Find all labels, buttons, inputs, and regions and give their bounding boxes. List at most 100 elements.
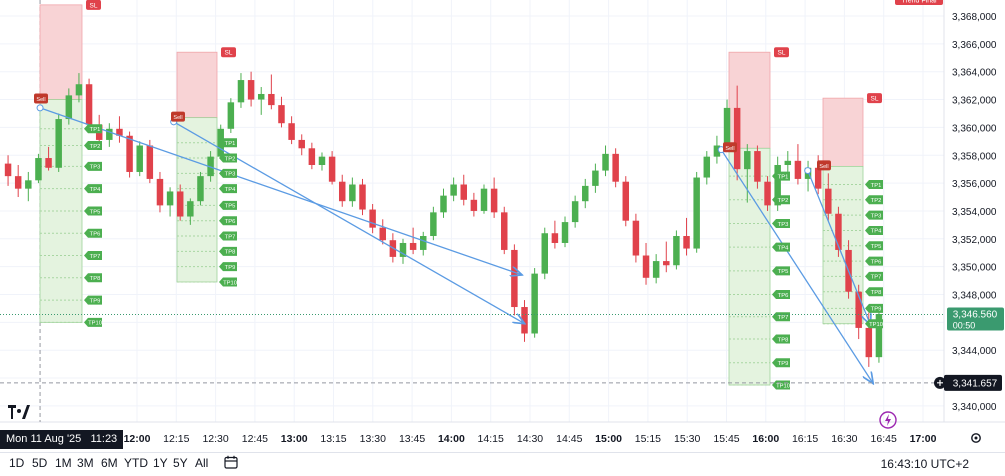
candle-body: [166, 191, 174, 206]
tp-badge: [219, 168, 237, 178]
tp-badge-text: TP7: [90, 254, 101, 260]
candle-body: [551, 233, 559, 243]
x-tick-label: 16:30: [831, 433, 857, 445]
tp-zone: [728, 147, 771, 386]
tp-badge: [84, 161, 102, 171]
crosshair-date: Mon 11 Aug '25: [6, 433, 82, 445]
candle-body: [35, 158, 42, 181]
tp-badge-text: TP4: [778, 245, 789, 251]
candle-body: [4, 163, 12, 177]
x-tick-label: 13:00: [281, 433, 308, 445]
tp-badge: [865, 271, 883, 281]
candle-body: [531, 273, 538, 334]
time-axis[interactable]: 12:00 12:15 12:30 12:45 13:00 13:15 13:30 13:45…: [124, 433, 937, 445]
candle-body: [450, 184, 457, 196]
x-tick-label: 15:00: [595, 433, 622, 445]
tp-badge-text: TP6: [225, 219, 236, 225]
lightning-icon[interactable]: [879, 411, 897, 429]
tp-badge: [865, 256, 883, 266]
candle-body: [602, 153, 609, 171]
x-tick-label: 14:30: [517, 433, 543, 445]
candle-body: [794, 160, 802, 179]
tp-badge-text: TP2: [225, 156, 236, 162]
sl-badge: [774, 47, 789, 58]
bottom-toolbar: 1D 5D 1M 3M 6M YTD 1Y 5Y All 16:43:10 UT…: [0, 452, 1005, 476]
candle-body: [328, 156, 336, 182]
tp-badge-text: TP5: [778, 269, 789, 275]
range-1d-button[interactable]: 1D: [9, 456, 25, 470]
top-right-badge: [895, 0, 943, 5]
tp-zone: [176, 117, 218, 283]
tp-badge: [84, 273, 102, 283]
candle-body: [126, 135, 133, 172]
candle-body: [136, 145, 143, 172]
sell-badge-text: Sell: [819, 164, 828, 170]
price-chart[interactable]: SL Sell TP1 TP2 TP3 TP4 TP5 TP6 TP7 TP8 TP9 TP10 SL S…: [0, 0, 1005, 452]
range-5y-button[interactable]: 5Y: [173, 456, 188, 470]
x-tick-label: 12:30: [202, 433, 228, 445]
price-axis[interactable]: 3,368,000 3,366,000 3,364,000 3,362,000 3,36…: [952, 12, 997, 413]
x-tick-label: 13:15: [320, 433, 346, 445]
gear-icon[interactable]: [969, 431, 983, 445]
tp-badge: [219, 262, 237, 272]
candle-body: [693, 177, 700, 249]
trend-arrows: [36, 104, 873, 384]
sl-badge-text: SL: [871, 96, 879, 103]
candle-body: [490, 188, 498, 213]
crosshair-date-label: Mon 11 Aug '25 11:23: [0, 430, 124, 449]
range-5d-button[interactable]: 5D: [32, 456, 48, 470]
y-tick-label: 3,350,000: [952, 263, 997, 274]
trend-arrow: [720, 149, 873, 384]
crosshair-time: 11:23: [90, 433, 118, 445]
tp-badge: [219, 184, 237, 194]
calendar-range-icon[interactable]: [224, 455, 238, 469]
candle-body: [349, 184, 356, 202]
tp-badge: [84, 141, 102, 151]
candle-body: [622, 181, 630, 221]
crosshair-price-badge: [944, 374, 1002, 391]
range-6m-button[interactable]: 6M: [101, 456, 118, 470]
range-1y-button[interactable]: 1Y: [153, 456, 168, 470]
candle-body: [308, 148, 316, 165]
x-tick-label: 14:45: [556, 433, 582, 445]
tp-badge-text: TP3: [871, 213, 882, 219]
tp-badge: [84, 317, 102, 327]
range-1m-button[interactable]: 1M: [55, 456, 72, 470]
arrow-anchor: [804, 167, 812, 175]
candle-body: [703, 156, 711, 178]
candle-body: [875, 313, 883, 358]
sell-badge: [171, 111, 185, 122]
tp-badge-text: TP7: [871, 275, 882, 281]
candle-body: [156, 178, 164, 206]
candle-body: [632, 220, 640, 256]
candle-body: [541, 233, 549, 274]
tp-badge-text: TP9: [90, 298, 101, 304]
y-tick-label: 3,348,000: [952, 291, 997, 302]
x-tick-label: 13:30: [360, 433, 386, 445]
tp-badge: [772, 266, 790, 276]
tp-badge: [219, 231, 237, 241]
sell-badge: [817, 160, 831, 171]
x-tick-label: 14:00: [438, 433, 465, 445]
y-tick-label: 3,344,000: [952, 346, 997, 357]
clock-label[interactable]: 16:43:10 UTC+2: [880, 457, 969, 471]
tp-badge: [219, 153, 237, 163]
candle-body: [470, 199, 478, 211]
candle-body: [511, 249, 518, 308]
tp-badge-text: TP6: [778, 293, 789, 299]
tp-badge-text: TP4: [225, 187, 236, 193]
candle-body: [440, 195, 447, 213]
candle-body: [247, 80, 255, 100]
range-3m-button[interactable]: 3M: [77, 456, 94, 470]
candle-body: [663, 261, 670, 266]
tp-badge: [865, 303, 883, 313]
tp-badge: [84, 206, 102, 216]
candle-body: [713, 145, 721, 157]
range-ytd-button[interactable]: YTD: [124, 456, 148, 470]
range-all-button[interactable]: All: [195, 456, 209, 470]
candle-body: [298, 139, 305, 149]
tp-badge: [84, 184, 102, 194]
sl-badge: [867, 93, 882, 104]
